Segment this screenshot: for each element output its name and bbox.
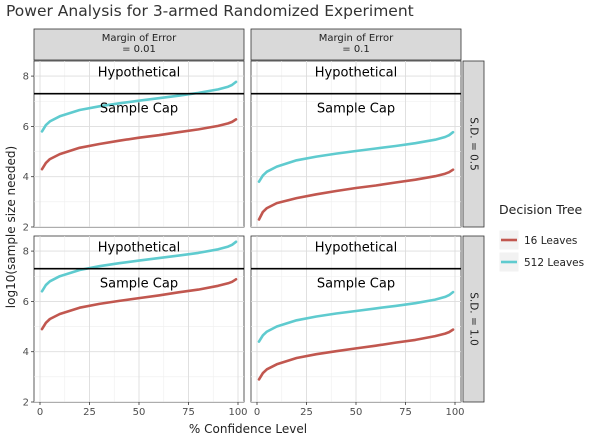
y-tick-label: 4 <box>23 347 29 358</box>
series-line <box>40 240 238 293</box>
facet-panel: Hypothetical Sample Cap <box>250 235 462 403</box>
legend-label: 512 Leaves <box>524 257 584 269</box>
series-line <box>40 118 238 171</box>
facet-panel: Hypothetical Sample Cap <box>250 60 462 228</box>
row-strip <box>462 235 485 403</box>
legend: Decision Tree 16 Leaves 512 Leaves <box>498 202 584 273</box>
x-tick-label: 25 <box>83 407 96 418</box>
x-tick-label: 0 <box>37 407 43 418</box>
y-axis-label: log10(sample size needed) <box>4 146 18 308</box>
y-tick-label: 2 <box>23 398 29 409</box>
y-tick-label: 6 <box>23 297 29 308</box>
y-tick-label: 8 <box>23 72 29 83</box>
chart-title: Power Analysis for 3-armed Randomized Ex… <box>6 2 414 20</box>
axes: 2 4 6 8 2 4 6 8 0 25 50 75 100 0 25 50 75 100 <box>23 72 465 418</box>
panel-plot-area <box>34 236 244 402</box>
x-tick-label: 100 <box>228 407 247 418</box>
column-strip-label: Margin of Error <box>102 33 177 44</box>
x-axis-label: % Confidence Level <box>189 422 307 434</box>
column-strip <box>33 28 245 61</box>
column-strip-label: = 0.1 <box>342 44 369 55</box>
series-line <box>257 130 455 183</box>
facet-panel: Hypothetical Sample Cap <box>33 235 245 403</box>
x-tick-label: 25 <box>300 407 313 418</box>
legend-title: Decision Tree <box>499 202 583 217</box>
panel-plot-area <box>251 61 461 227</box>
panel-plot-area <box>34 61 244 227</box>
column-strip-label: = 0.01 <box>122 44 156 55</box>
hypothetical-label: Hypothetical <box>315 241 397 256</box>
row-strip-label: S.D. = 1.0 <box>468 292 480 346</box>
hypothetical-label: Hypothetical <box>315 66 397 81</box>
column-strip-label: Margin of Error <box>319 33 394 44</box>
series-line <box>257 328 455 381</box>
y-tick-label: 6 <box>23 122 29 133</box>
x-tick-label: 0 <box>254 407 260 418</box>
facet-panel: Hypothetical Sample Cap <box>33 60 245 228</box>
x-tick-label: 100 <box>445 407 464 418</box>
y-tick-label: 2 <box>23 223 29 234</box>
row-strip-label: S.D. = 0.5 <box>468 117 480 171</box>
hypothetical-label: Hypothetical <box>98 241 180 256</box>
series-line <box>257 290 455 343</box>
x-tick-label: 75 <box>399 407 412 418</box>
legend-label: 16 Leaves <box>524 235 577 247</box>
column-strip <box>250 28 462 61</box>
hypothetical-label: Hypothetical <box>98 66 180 81</box>
sample-cap-label: Sample Cap <box>100 102 178 117</box>
sample-cap-label: Sample Cap <box>317 277 395 292</box>
x-tick-label: 50 <box>350 407 363 418</box>
y-tick-label: 4 <box>23 172 29 183</box>
series-line <box>257 168 455 221</box>
series-line <box>40 277 238 331</box>
row-strip <box>462 60 485 228</box>
sample-cap-label: Sample Cap <box>317 102 395 117</box>
x-tick-label: 50 <box>133 407 146 418</box>
y-tick-label: 8 <box>23 247 29 258</box>
sample-cap-label: Sample Cap <box>100 277 178 292</box>
facet-panels: Hypothetical Sample Cap Hypothetical Sample… <box>33 60 462 403</box>
series-line <box>40 80 238 133</box>
panel-plot-area <box>251 236 461 402</box>
x-tick-label: 75 <box>182 407 195 418</box>
